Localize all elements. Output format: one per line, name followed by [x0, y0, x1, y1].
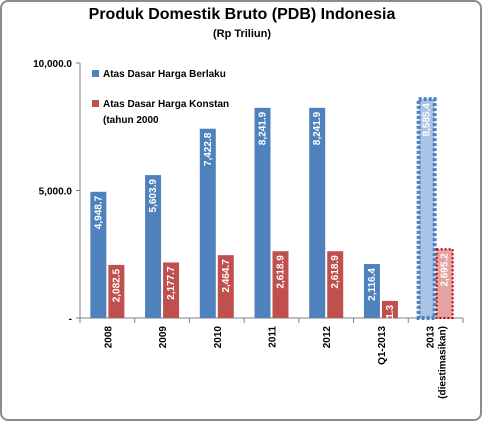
x-tick-label: 2012 — [322, 326, 333, 349]
data-label: 4,948.7 — [93, 195, 104, 229]
bar-konstan — [381, 300, 398, 318]
x-tick-label: 2011 — [268, 326, 279, 348]
bar-konstan — [327, 251, 344, 318]
x-tick-label: 2010 — [213, 326, 224, 349]
bar-berlaku — [416, 97, 437, 321]
y-tick-label: 10,000.0 — [33, 59, 72, 70]
data-label: 2,116.4 — [367, 268, 378, 301]
legend-swatch-berlaku — [92, 70, 99, 77]
chart-title: Produk Domestik Bruto (PDB) Indonesia — [88, 6, 396, 23]
y-tick-label: - — [69, 314, 72, 325]
bar-konstan — [272, 251, 289, 318]
legend-label-konstan-line1: Atas Dasar Harga Konstan — [103, 99, 229, 110]
x-tick-label: Q1-2013 — [377, 326, 388, 365]
legend-label-berlaku: Atas Dasar Harga Berlaku — [103, 69, 226, 80]
legend-label-konstan-line2: (tahun 2000 — [103, 115, 159, 126]
y-tick-label: 5,000.0 — [39, 187, 73, 198]
bar-konstan — [217, 255, 234, 318]
data-label: 5,603.9 — [148, 179, 159, 213]
data-label: 671.3 — [385, 304, 396, 329]
data-label: 2,464.7 — [221, 259, 232, 293]
data-label: 8,241.9 — [258, 111, 269, 145]
bar-konstan — [163, 262, 180, 318]
x-tick-label: 2013 — [426, 326, 437, 349]
data-label: 2,618.9 — [276, 255, 287, 289]
data-label: 2,618.9 — [330, 255, 341, 289]
bar-berlaku — [145, 175, 162, 318]
bar-berlaku — [199, 128, 216, 318]
x-tick-label: 2008 — [103, 326, 114, 349]
bar-konstan — [435, 248, 454, 319]
bar-berlaku — [309, 107, 326, 319]
data-label: 2,082.5 — [111, 268, 122, 302]
x-tick-label: (diestimasikan) — [438, 326, 449, 399]
data-label: 8,241.9 — [312, 111, 323, 145]
bar-berlaku — [90, 191, 107, 318]
bar-berlaku — [363, 264, 380, 318]
data-label: 2,695.2 — [440, 253, 451, 287]
data-label: 8,585.4 — [422, 103, 433, 137]
data-label: 2,177.7 — [166, 266, 177, 300]
bar-konstan — [108, 264, 125, 318]
chart-subtitle: (Rp Triliun) — [212, 28, 272, 40]
bar-berlaku — [254, 107, 271, 319]
data-label: 7,422.8 — [203, 132, 214, 166]
x-tick-label: 2009 — [158, 326, 169, 349]
legend-swatch-konstan — [92, 100, 99, 107]
